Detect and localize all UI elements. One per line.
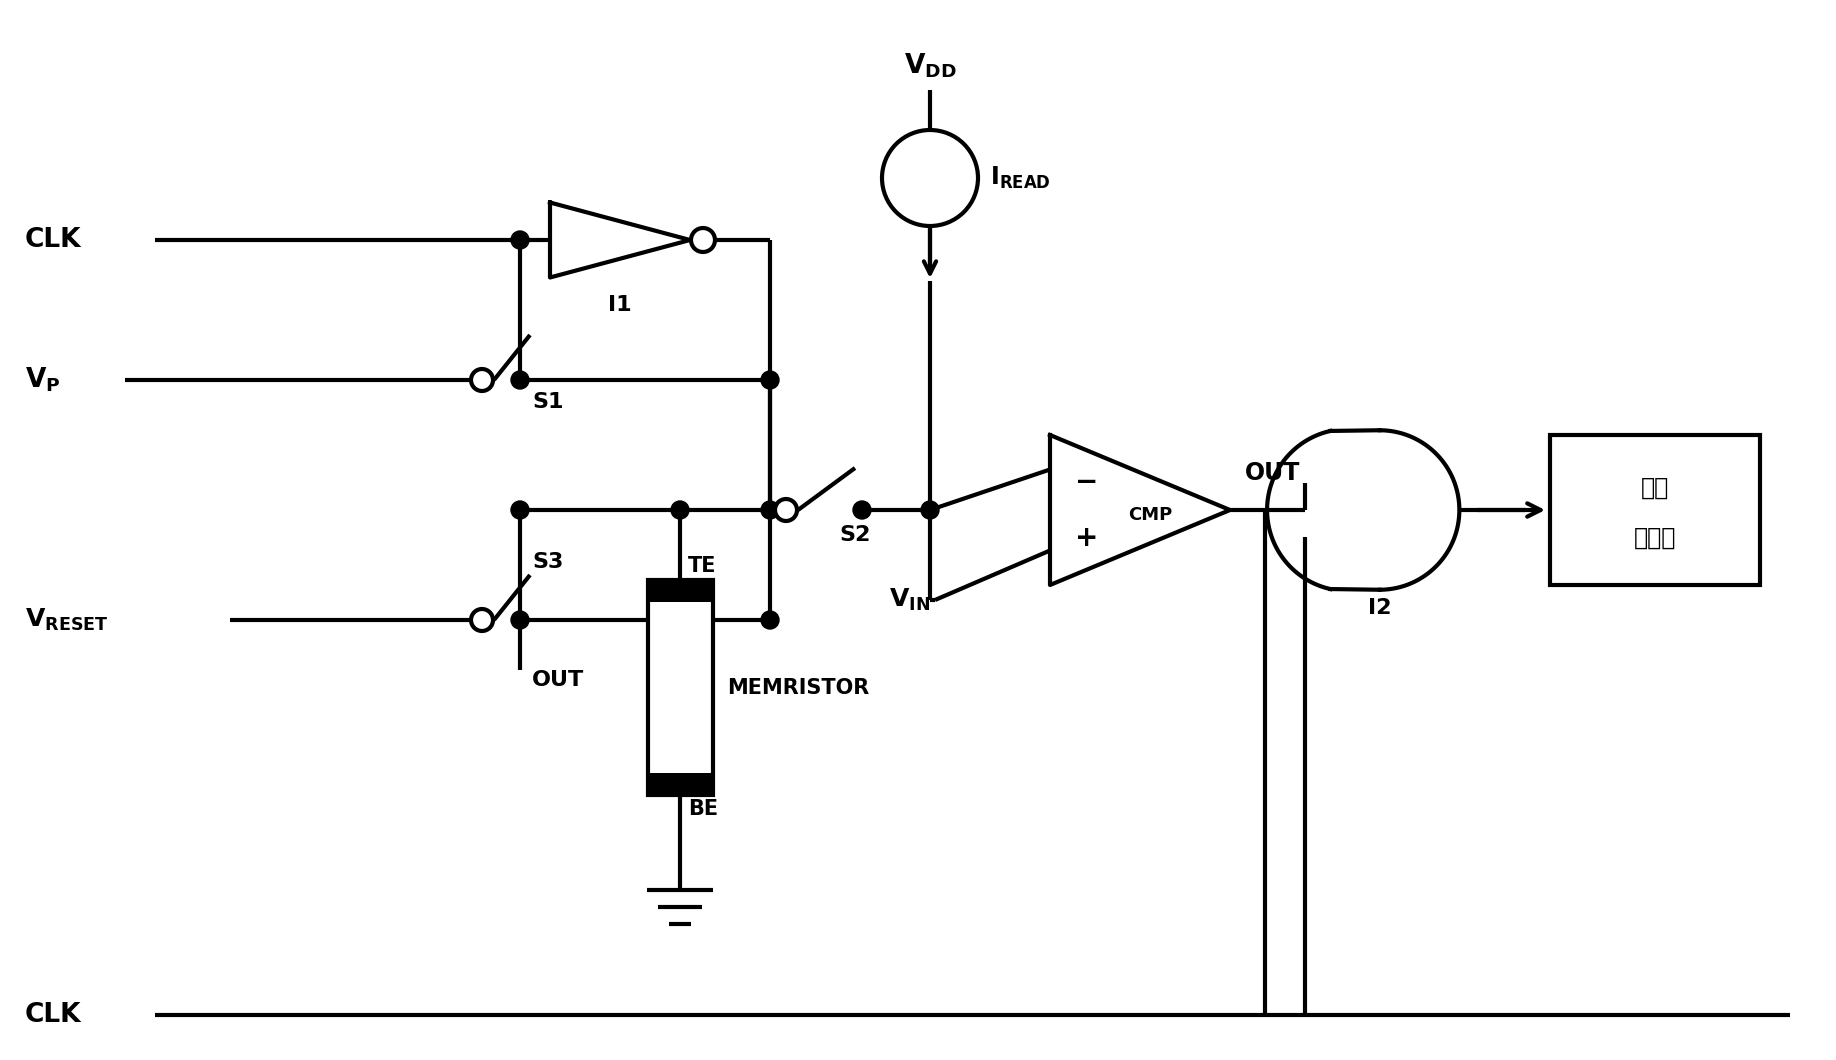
Circle shape bbox=[775, 499, 797, 522]
Bar bbox=[1550, 435, 1761, 585]
Circle shape bbox=[922, 501, 938, 519]
Bar bbox=[648, 580, 712, 795]
Circle shape bbox=[881, 130, 979, 226]
Text: $\mathbf{I_{READ}}$: $\mathbf{I_{READ}}$ bbox=[990, 165, 1050, 191]
Circle shape bbox=[472, 610, 494, 631]
Text: OUT: OUT bbox=[532, 670, 584, 690]
Text: +: + bbox=[1076, 524, 1098, 552]
Text: I2: I2 bbox=[1368, 598, 1392, 618]
Text: 输出: 输出 bbox=[1641, 476, 1669, 500]
Text: 计数器: 计数器 bbox=[1634, 526, 1676, 550]
Circle shape bbox=[510, 231, 529, 249]
Text: S2: S2 bbox=[839, 525, 870, 545]
Circle shape bbox=[510, 371, 529, 389]
Circle shape bbox=[670, 501, 688, 519]
Circle shape bbox=[760, 611, 778, 629]
Text: CLK: CLK bbox=[26, 1002, 81, 1028]
Text: $\mathbf{V_P}$: $\mathbf{V_P}$ bbox=[26, 366, 61, 394]
Text: OUT: OUT bbox=[1245, 461, 1300, 485]
Text: −: − bbox=[1076, 469, 1098, 496]
Text: BE: BE bbox=[688, 799, 718, 819]
Circle shape bbox=[510, 501, 529, 519]
Circle shape bbox=[760, 371, 778, 389]
Circle shape bbox=[690, 228, 714, 252]
Text: $\mathbf{V_{DD}}$: $\mathbf{V_{DD}}$ bbox=[903, 52, 957, 80]
Circle shape bbox=[472, 369, 494, 391]
Text: TE: TE bbox=[688, 556, 716, 576]
Bar bbox=[648, 773, 712, 795]
Bar bbox=[648, 580, 712, 602]
Circle shape bbox=[854, 501, 870, 519]
Text: $\mathbf{V_{IN}}$: $\mathbf{V_{IN}}$ bbox=[889, 587, 931, 613]
Text: $\mathbf{V_{RESET}}$: $\mathbf{V_{RESET}}$ bbox=[26, 607, 108, 633]
Text: CLK: CLK bbox=[26, 227, 81, 253]
Text: MEMRISTOR: MEMRISTOR bbox=[727, 677, 870, 697]
Text: S1: S1 bbox=[532, 392, 564, 412]
Text: CMP: CMP bbox=[1127, 506, 1171, 524]
Text: S3: S3 bbox=[532, 552, 564, 572]
Circle shape bbox=[510, 611, 529, 629]
Text: I1: I1 bbox=[608, 296, 632, 316]
Circle shape bbox=[760, 501, 778, 519]
